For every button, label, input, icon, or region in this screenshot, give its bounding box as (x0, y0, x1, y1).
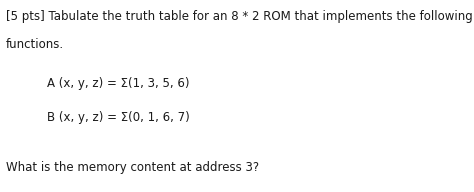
Text: A (x, y, z) = Σ(1, 3, 5, 6): A (x, y, z) = Σ(1, 3, 5, 6) (47, 77, 190, 90)
Text: B (x, y, z) = Σ(0, 1, 6, 7): B (x, y, z) = Σ(0, 1, 6, 7) (47, 111, 190, 124)
Text: [5 pts] Tabulate the truth table for an 8 * 2 ROM that implements the following : [5 pts] Tabulate the truth table for an … (6, 10, 474, 23)
Text: What is the memory content at address 3?: What is the memory content at address 3? (6, 161, 259, 174)
Text: functions.: functions. (6, 38, 64, 51)
